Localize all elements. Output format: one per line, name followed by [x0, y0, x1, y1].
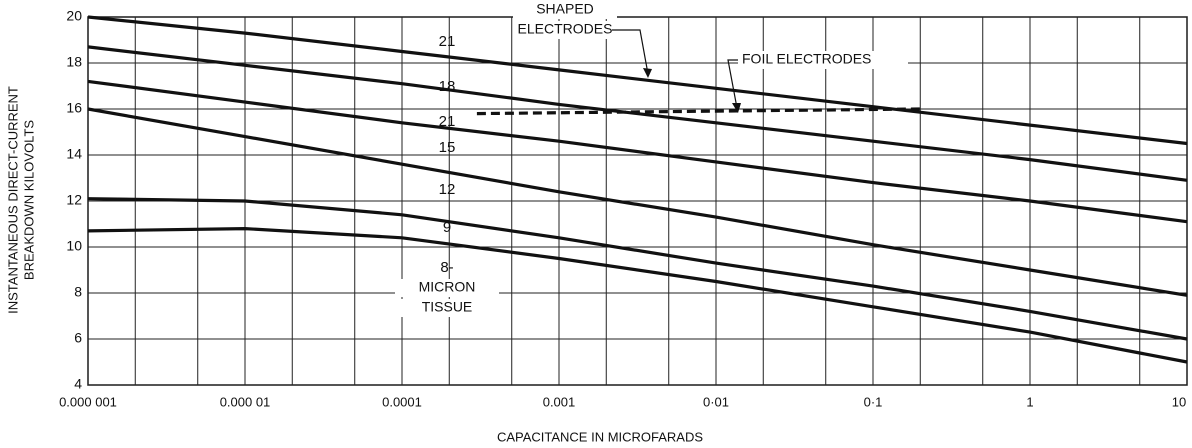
y-tick-label: 8: [74, 284, 82, 300]
curve-label: 21: [439, 33, 456, 50]
y-tick-label: 4: [74, 376, 82, 392]
y-tick-label: 20: [66, 8, 82, 24]
x-tick-label: 0.0001: [382, 394, 422, 409]
curve: [87, 15, 1188, 146]
annotation-bg: [395, 279, 499, 297]
arrow-head: [643, 68, 652, 78]
x-tick-label: 0·1: [864, 394, 883, 409]
curve-label: 9: [443, 219, 451, 236]
curve: [87, 226, 1188, 364]
x-tick-label: 0·01: [703, 394, 729, 409]
curve: [87, 79, 1188, 224]
annotation-bg: [513, 1, 617, 19]
annotation-bg: [738, 51, 908, 69]
x-tick-label: 10: [1172, 394, 1186, 409]
y-axis-label: BREAKDOWN KILOVOLTS: [21, 120, 36, 280]
y-tick-label: 6: [74, 330, 82, 346]
y-axis-label: INSTANTANEOUS DIRECT-CURRENT: [5, 86, 20, 314]
x-tick-label: 0.001: [543, 394, 576, 409]
curve-label: 18: [439, 78, 456, 95]
y-tick-label: 12: [66, 192, 82, 208]
annotation: MICRON: [419, 279, 476, 295]
x-tick-label: 0.000 001: [59, 394, 117, 409]
curve: [87, 107, 1188, 297]
curve: [87, 197, 1188, 341]
x-tick-label: 0.000 01: [220, 394, 271, 409]
y-tick-label: 14: [66, 146, 82, 162]
annotation-bg: [395, 299, 499, 317]
annotation: TISSUE: [422, 299, 473, 315]
annotation: ELECTRODES: [518, 21, 613, 37]
annotation: FOIL ELECTRODES: [742, 51, 871, 67]
annotation-bg: [513, 21, 617, 39]
curve-label: 21: [439, 113, 456, 130]
curve: [87, 45, 1188, 182]
y-tick-label: 16: [66, 100, 82, 116]
curve-label: 8-: [440, 259, 453, 276]
x-axis-label: CAPACITANCE IN MICROFARADS: [497, 429, 703, 444]
y-tick-label: 10: [66, 238, 82, 254]
curve: [476, 107, 921, 116]
leader: [612, 29, 649, 75]
arrow-head: [732, 103, 741, 113]
curve-label: 12: [439, 181, 456, 198]
x-tick-label: 1: [1026, 394, 1033, 409]
leader: [727, 59, 738, 109]
curve-label: 15: [439, 139, 456, 156]
y-tick-label: 18: [66, 54, 82, 70]
annotation: SHAPED: [536, 1, 594, 17]
